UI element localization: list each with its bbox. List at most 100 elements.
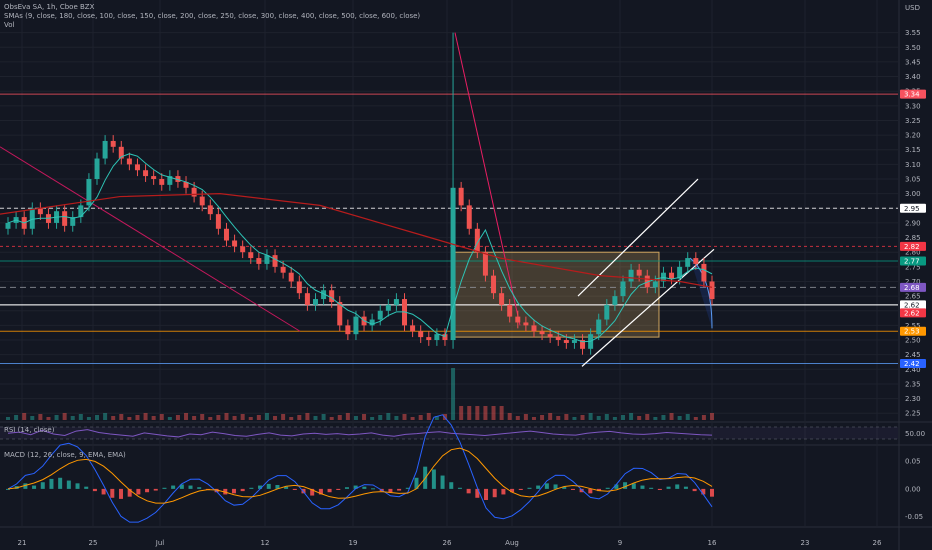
candle-body bbox=[159, 179, 165, 185]
rsi-axis-label: 50.00 bbox=[905, 430, 925, 438]
signal-line bbox=[7, 447, 713, 504]
currency-label[interactable]: USD bbox=[905, 4, 920, 12]
candle-body bbox=[167, 176, 173, 185]
price-tag bbox=[900, 256, 926, 266]
macd-histogram-bar bbox=[353, 485, 358, 489]
candle-body bbox=[596, 319, 602, 335]
macd-histogram-bar bbox=[136, 488, 141, 495]
volume-bar bbox=[305, 413, 310, 420]
candle-body bbox=[515, 316, 521, 323]
volume-bar bbox=[167, 417, 172, 420]
candle-body bbox=[62, 211, 68, 226]
x-tick-label: 26 bbox=[873, 539, 882, 547]
candle-body bbox=[248, 252, 254, 259]
rsi-line bbox=[7, 429, 713, 438]
macd-histogram-bar bbox=[32, 485, 37, 489]
candle-body bbox=[86, 179, 92, 206]
macd-histogram-bar bbox=[75, 483, 80, 489]
macd-histogram-bar bbox=[58, 477, 63, 489]
candle-body bbox=[636, 269, 642, 276]
price-tag bbox=[900, 358, 926, 368]
macd-histogram-bar bbox=[153, 488, 158, 491]
candle-body bbox=[466, 205, 472, 229]
macd-histogram-bar bbox=[49, 478, 54, 489]
y-tick-label: 2.35 bbox=[905, 380, 921, 388]
macd-histogram-bar bbox=[536, 485, 541, 489]
macd-histogram-bar bbox=[388, 488, 393, 493]
macd-histogram-bar bbox=[371, 488, 376, 490]
macd-histogram-bar bbox=[640, 485, 645, 489]
macd-histogram-bar bbox=[101, 488, 106, 495]
sma-legend[interactable]: SMAs (9, close, 180, close, 100, close, … bbox=[4, 12, 421, 20]
macd-panel bbox=[6, 414, 714, 523]
volume-bar bbox=[313, 416, 318, 420]
volume-legend[interactable]: Vol bbox=[4, 21, 15, 29]
candle-body bbox=[110, 140, 116, 147]
macd-histogram-bar bbox=[457, 487, 462, 489]
macd-histogram-bar bbox=[145, 488, 150, 493]
volume-bar bbox=[548, 413, 553, 420]
volume-bar bbox=[30, 416, 35, 420]
candle-body bbox=[232, 240, 238, 247]
price-tag-label: 2.95 bbox=[904, 205, 920, 213]
candle-body bbox=[377, 310, 383, 320]
y-tick-label: 2.80 bbox=[905, 249, 921, 257]
volume-bar bbox=[70, 416, 75, 420]
candle-body bbox=[78, 205, 84, 218]
candle-body bbox=[620, 281, 626, 297]
candle-body bbox=[191, 187, 197, 197]
y-tick-label: 3.15 bbox=[905, 146, 921, 154]
volume-bar bbox=[111, 416, 116, 420]
price-tags: 3.34 2.95 2.82 2.77 2.68 2.622.62 2.53 2.42 bbox=[900, 89, 926, 368]
volume-bars bbox=[6, 368, 714, 420]
channel-lower bbox=[581, 248, 715, 367]
candle-body bbox=[709, 281, 715, 300]
volume-bar bbox=[483, 406, 488, 420]
candle-body bbox=[426, 337, 432, 341]
candle-body bbox=[450, 187, 456, 341]
x-tick-label: 9 bbox=[618, 539, 622, 547]
candle-body bbox=[264, 255, 270, 264]
volume-bar bbox=[184, 413, 189, 420]
macd-histogram-bar bbox=[631, 483, 636, 489]
price-tag bbox=[900, 326, 926, 336]
macd-histogram-bar bbox=[597, 488, 602, 492]
volume-bar bbox=[46, 417, 51, 420]
macd-histogram-bar bbox=[518, 488, 523, 490]
volume-bar bbox=[596, 416, 601, 420]
y-tick-label: 3.55 bbox=[905, 29, 921, 37]
candle-body bbox=[70, 217, 76, 226]
macd-axis-label: -0.05 bbox=[905, 513, 923, 521]
sma-short-line bbox=[7, 153, 713, 343]
y-tick-label: 3.05 bbox=[905, 176, 921, 184]
volume-bar bbox=[200, 414, 205, 420]
candle-body bbox=[321, 290, 327, 300]
candle-body bbox=[240, 246, 246, 253]
macd-histogram-bar bbox=[579, 488, 584, 493]
candle-body bbox=[685, 258, 691, 267]
time-axis[interactable]: 21 25 Jul 12 19 26 Aug 9 16 23 26 bbox=[18, 539, 882, 547]
candle-body bbox=[199, 196, 205, 206]
macd-histogram-bar bbox=[440, 475, 445, 489]
candle-body bbox=[539, 331, 545, 335]
y-tick-label: 3.00 bbox=[905, 190, 921, 198]
volume-bar bbox=[232, 416, 237, 420]
macd-histogram-bar bbox=[214, 488, 219, 493]
candle-body bbox=[207, 205, 213, 215]
candle-body bbox=[329, 290, 335, 302]
volume-bar bbox=[386, 413, 391, 420]
symbol-title[interactable]: ObsEva SA, 1h, Cboe BZX bbox=[4, 3, 95, 11]
volume-bar bbox=[434, 416, 439, 420]
x-tick-label: Aug bbox=[505, 539, 519, 547]
volume-bar bbox=[426, 413, 431, 420]
macd-histogram-bar bbox=[397, 488, 402, 491]
volume-bar bbox=[418, 415, 423, 420]
price-tag-label: 2.62 bbox=[904, 309, 920, 317]
volume-bar bbox=[620, 415, 625, 420]
price-tag-label: 2.62 bbox=[904, 301, 920, 309]
macd-histogram-bar bbox=[188, 485, 193, 489]
volume-bar bbox=[394, 416, 399, 420]
volume-bar bbox=[451, 368, 456, 420]
price-tag bbox=[900, 89, 926, 99]
